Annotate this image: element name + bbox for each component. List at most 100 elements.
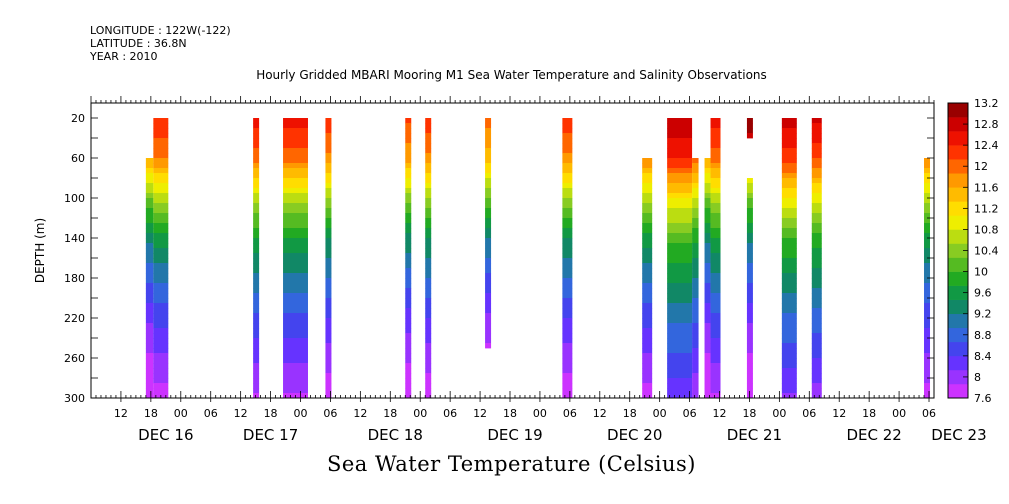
data-cell [253, 138, 260, 144]
data-cell [704, 258, 711, 264]
colorbar-label: 8 [974, 371, 981, 384]
data-cell [811, 218, 822, 224]
data-cell [781, 243, 797, 249]
data-cell [405, 223, 412, 229]
data-cell [253, 178, 260, 184]
data-cell [710, 178, 721, 184]
data-cell [562, 163, 573, 169]
data-cell [704, 393, 711, 399]
data-cell [781, 178, 797, 184]
data-cell [704, 168, 711, 174]
colorbar-swatch [948, 145, 968, 160]
colorbar-swatch [948, 131, 968, 146]
data-cell [485, 303, 492, 309]
data-cell [667, 348, 693, 354]
data-cell [692, 158, 699, 164]
data-cell [710, 143, 721, 149]
data-cell [153, 243, 169, 249]
data-cell [425, 263, 432, 269]
data-cell [405, 198, 412, 204]
data-cell [746, 313, 753, 319]
data-cell [811, 363, 822, 369]
data-cell [642, 268, 653, 274]
data-cell [781, 138, 797, 144]
data-cell [692, 188, 699, 194]
data-cell [325, 288, 332, 294]
data-cell [405, 283, 412, 289]
data-cell [924, 253, 931, 259]
data-cell [283, 338, 308, 344]
data-cell [145, 373, 154, 379]
data-cell [704, 253, 711, 259]
data-cell [485, 223, 492, 229]
data-cell [710, 338, 721, 344]
data-cell [924, 173, 931, 179]
data-cell [746, 268, 753, 274]
data-cell [485, 268, 492, 274]
data-cell [425, 308, 432, 314]
data-cell [325, 123, 332, 129]
data-cell [405, 373, 412, 379]
data-cell [405, 308, 412, 314]
data-cell [781, 353, 797, 359]
data-cell [811, 178, 822, 184]
data-cell [405, 203, 412, 209]
data-cell [781, 348, 797, 354]
data-cell [692, 198, 699, 204]
data-cell [562, 258, 573, 264]
data-cell [746, 203, 753, 209]
data-cell [145, 178, 154, 184]
data-cell [425, 393, 432, 399]
data-cell [642, 278, 653, 284]
data-cell [704, 238, 711, 244]
x-tick-label: 12 [114, 407, 128, 420]
data-cell [325, 378, 332, 384]
y-tick-label: 20 [71, 112, 85, 125]
data-cell [811, 298, 822, 304]
data-cell [485, 308, 492, 314]
data-cell [283, 283, 308, 289]
data-cell [485, 313, 492, 319]
data-cell [811, 258, 822, 264]
data-cell [781, 158, 797, 164]
data-cell [562, 223, 573, 229]
data-cell [425, 153, 432, 159]
data-cell [811, 338, 822, 344]
data-cell [153, 128, 169, 134]
data-cell [692, 278, 699, 284]
data-cell [562, 313, 573, 319]
data-cell [746, 293, 753, 299]
data-cell [485, 228, 492, 234]
data-cell [325, 273, 332, 279]
data-cell [781, 208, 797, 214]
data-cell [642, 273, 653, 279]
data-cell [253, 248, 260, 254]
data-cell [642, 333, 653, 339]
data-cell [485, 148, 492, 154]
data-cell [325, 153, 332, 159]
data-cell [704, 228, 711, 234]
data-cell [781, 318, 797, 324]
data-cell [781, 133, 797, 139]
data-cell [405, 178, 412, 184]
data-cell [710, 353, 721, 359]
data-cell [811, 393, 822, 399]
data-cell [811, 173, 822, 179]
data-cell [425, 298, 432, 304]
x-tick-label: 12 [593, 407, 607, 420]
data-cell [692, 293, 699, 299]
data-cell [325, 138, 332, 144]
data-cell [153, 188, 169, 194]
data-cell [425, 148, 432, 154]
data-cell [642, 308, 653, 314]
data-cell [924, 318, 931, 324]
data-cell [485, 193, 492, 199]
data-cell [325, 338, 332, 344]
data-cell [924, 228, 931, 234]
x-tick-label: 12 [234, 407, 248, 420]
data-cell [924, 293, 931, 299]
data-cell [253, 173, 260, 179]
data-cell [781, 143, 797, 149]
data-cell [485, 208, 492, 214]
data-cell [425, 218, 432, 224]
